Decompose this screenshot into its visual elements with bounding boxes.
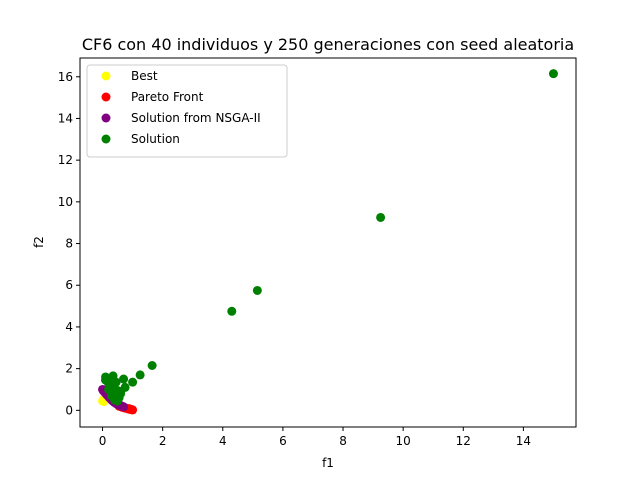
legend: Best Pareto Front Solution from NSGA-II Sol… — [86, 64, 288, 158]
y-tick-label: 4 — [65, 320, 73, 334]
data-point — [119, 374, 129, 384]
x-tick-label: 0 — [99, 434, 107, 448]
legend-label: Pareto Front — [131, 90, 204, 104]
legend-label: Best — [131, 69, 158, 83]
series-solution — [101, 69, 558, 406]
data-point — [105, 379, 115, 389]
data-point — [128, 377, 138, 387]
y-axis-label: f2 — [32, 236, 46, 248]
y-tick-label: 2 — [65, 362, 73, 376]
axis-ticks: 0 2 4 6 8 10 12 14 0 2 4 6 8 10 12 14 16 — [58, 70, 531, 448]
data-point — [227, 306, 237, 316]
x-tick-label: 2 — [159, 434, 167, 448]
data-point — [135, 370, 145, 380]
x-axis-label: f1 — [322, 456, 334, 470]
y-tick-label: 12 — [58, 153, 73, 167]
legend-label: Solution from NSGA-II — [131, 111, 261, 125]
x-tick-label: 6 — [279, 434, 287, 448]
legend-marker — [101, 134, 111, 144]
plot-points — [98, 69, 558, 415]
x-tick-label: 8 — [339, 434, 347, 448]
y-tick-label: 16 — [58, 70, 73, 84]
legend-marker — [101, 71, 111, 81]
data-point — [147, 361, 157, 370]
legend-box — [86, 64, 288, 158]
legend-label: Solution — [131, 132, 180, 146]
y-tick-label: 8 — [65, 237, 73, 251]
data-point — [119, 402, 129, 412]
chart-title: CF6 con 40 individuos y 250 generaciones… — [82, 35, 574, 54]
x-tick-label: 4 — [219, 434, 227, 448]
data-point — [376, 212, 386, 222]
y-tick-label: 6 — [65, 278, 73, 292]
y-tick-label: 14 — [58, 111, 73, 125]
plot-frame — [79, 57, 577, 428]
x-tick-label: 10 — [396, 434, 411, 448]
data-point — [548, 69, 558, 79]
data-point — [252, 285, 262, 295]
data-point — [113, 396, 123, 406]
x-tick-label: 12 — [456, 434, 471, 448]
y-tick-label: 0 — [65, 403, 73, 417]
legend-marker — [101, 92, 111, 102]
legend-marker — [101, 113, 111, 123]
x-tick-label: 14 — [516, 434, 531, 448]
y-tick-label: 10 — [58, 195, 73, 209]
data-point — [113, 386, 123, 396]
